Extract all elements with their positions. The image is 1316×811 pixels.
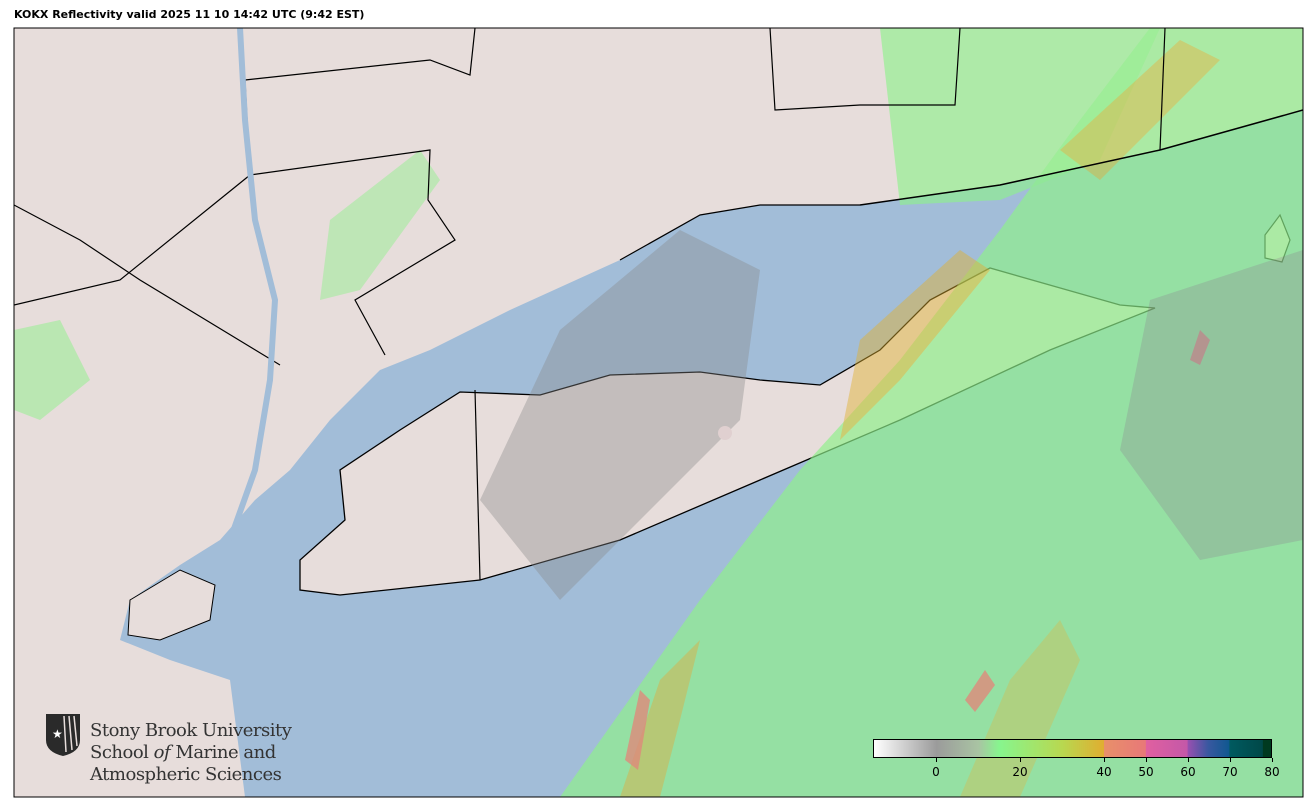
radar-site-marker (718, 426, 732, 440)
echo-weak-grey (480, 230, 760, 600)
colorbar-tick-label: 40 (1096, 765, 1112, 779)
logo-text: Stony Brook University School of Marine … (90, 720, 292, 786)
colorbar-tick (1230, 758, 1231, 762)
colorbar-tick (1188, 758, 1189, 762)
echo-heavy-1 (625, 690, 650, 770)
mainland (14, 28, 1303, 797)
sbu-somas-logo: ★ Stony Brook University School of Marin… (44, 712, 292, 786)
colorbar-tick-label: 0 (932, 765, 940, 779)
colorbar-tick (1020, 758, 1021, 762)
echo-yellow-1 (840, 250, 990, 440)
colorbar-tick-label: 60 (1180, 765, 1196, 779)
echo-band-main (560, 28, 1303, 797)
colorbar-tick (1272, 758, 1273, 762)
map-frame (13, 27, 1304, 798)
echo-yellow-2 (1060, 40, 1220, 180)
map-title: KOKX Reflectivity valid 2025 11 10 14:42… (14, 8, 365, 21)
colorbar-tick-label: 70 (1222, 765, 1238, 779)
colorbar-tick-label: 80 (1264, 765, 1280, 779)
radar-echoes (14, 28, 1303, 797)
logo-line3: Atmospheric Sciences (90, 764, 282, 785)
colorbar-tick (1104, 758, 1105, 762)
colorbar-tick-label: 20 (1012, 765, 1028, 779)
colorbar-tick (1146, 758, 1147, 762)
colorbar (873, 739, 1272, 758)
colorbar-tick (936, 758, 937, 762)
echo-heavy-3 (1190, 330, 1210, 365)
echo-weak-grey-2 (1120, 250, 1303, 560)
star-shield-icon: ★ (46, 714, 80, 756)
svg-text:★: ★ (52, 727, 63, 741)
logo-line2: School of Marine and (90, 742, 276, 763)
hudson-river (227, 28, 279, 542)
echo-strip-nj (320, 150, 440, 300)
echo-band-west (14, 320, 90, 420)
colorbar-tick-label: 50 (1138, 765, 1154, 779)
logo-line1: Stony Brook University (90, 720, 292, 741)
echo-band-north (880, 28, 1160, 205)
echo-heavy-2 (965, 670, 995, 712)
staten-island (127, 569, 216, 641)
